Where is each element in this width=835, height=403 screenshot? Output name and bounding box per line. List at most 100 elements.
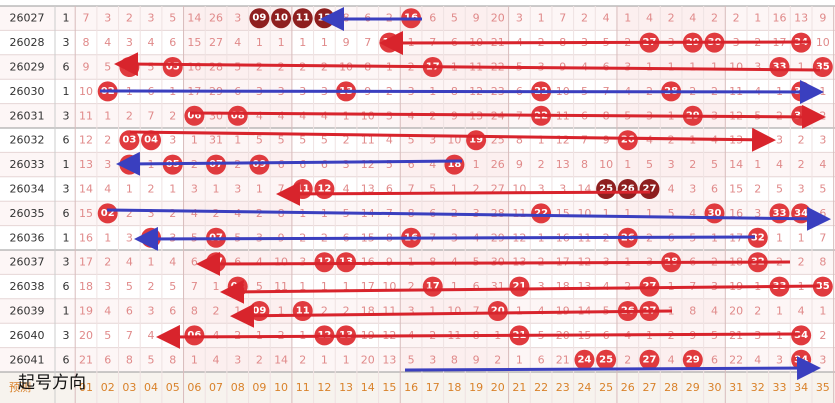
- miss-count: 6: [126, 305, 133, 318]
- col-band: [421, 152, 444, 177]
- miss-count: 3: [819, 134, 826, 147]
- direction-arrows: [99, 7, 831, 381]
- miss-count: 8: [191, 305, 198, 318]
- ball-number: 09: [252, 13, 266, 24]
- col-band: [660, 347, 682, 372]
- miss-count: 2: [104, 256, 111, 269]
- ball: [682, 349, 703, 370]
- col-band: [660, 6, 682, 31]
- col-band: [183, 30, 206, 55]
- row-value: 3: [63, 256, 70, 269]
- miss-count: 1: [104, 231, 111, 244]
- miss-count: 2: [819, 109, 826, 122]
- footer-number: 32: [751, 381, 765, 394]
- row-value: 6: [63, 134, 70, 147]
- col-band: [400, 274, 422, 299]
- miss-count: 7: [364, 36, 371, 49]
- miss-count: 10: [79, 85, 93, 98]
- col-band: [421, 298, 444, 324]
- miss-count: 2: [213, 207, 220, 220]
- miss-count: 3: [126, 231, 133, 244]
- footer-label: 预测: [9, 381, 31, 394]
- col-band: [681, 176, 704, 202]
- miss-count: 3: [819, 353, 826, 366]
- miss-count: 8: [126, 353, 133, 366]
- miss-count: 4: [126, 256, 133, 269]
- miss-count: 5: [386, 158, 393, 171]
- miss-count: 1: [256, 183, 263, 196]
- miss-count: 1: [624, 158, 631, 171]
- ball-number: 08: [231, 110, 245, 121]
- miss-count: 1: [451, 280, 458, 293]
- col-band: [226, 347, 249, 372]
- ball: [249, 154, 270, 175]
- footer-number: 35: [816, 381, 830, 394]
- col-band: [616, 347, 639, 372]
- col-band: [400, 298, 422, 324]
- miss-count: 1: [169, 183, 176, 196]
- miss-count: 1: [321, 353, 328, 366]
- miss-count: 11: [79, 109, 93, 122]
- miss-count: 1: [104, 109, 111, 122]
- miss-count: 4: [538, 305, 545, 318]
- footer-number: 18: [447, 381, 461, 394]
- col-band: [270, 30, 292, 55]
- miss-count: 4: [754, 353, 761, 366]
- miss-count: 30: [209, 109, 223, 122]
- miss-count: 1: [321, 36, 328, 49]
- miss-count: 6: [169, 305, 176, 318]
- col-band: [465, 347, 487, 372]
- miss-count: 4: [668, 183, 675, 196]
- miss-count: 3: [148, 12, 155, 25]
- miss-count: 5: [299, 134, 306, 147]
- miss-count: 7: [126, 329, 133, 342]
- miss-count: 6: [429, 12, 436, 25]
- miss-count: 8: [169, 353, 176, 366]
- footer-number: 28: [664, 381, 678, 394]
- ball-number: 11: [296, 306, 310, 317]
- ball: [747, 227, 768, 248]
- footer-number: 12: [317, 381, 331, 394]
- col-band: [616, 152, 639, 177]
- miss-count: 28: [209, 61, 223, 74]
- miss-count: 4: [711, 305, 718, 318]
- col-band: [205, 30, 227, 55]
- footer-number: 24: [577, 381, 591, 394]
- miss-count: 27: [209, 36, 223, 49]
- miss-count: 12: [556, 134, 570, 147]
- miss-count: 5: [169, 12, 176, 25]
- miss-count: 1: [126, 183, 133, 196]
- col-band: [270, 54, 292, 80]
- col-band: [226, 201, 249, 226]
- miss-count: 3: [104, 158, 111, 171]
- arrow: [379, 30, 811, 55]
- miss-count: 2: [798, 134, 805, 147]
- miss-count: 1: [538, 134, 545, 147]
- arrow: [196, 251, 791, 276]
- miss-count: 5: [148, 61, 155, 74]
- miss-count: 2: [126, 109, 133, 122]
- ball: [812, 276, 833, 297]
- miss-count: 6: [711, 183, 718, 196]
- arrow: [220, 279, 821, 304]
- miss-count: 10: [599, 158, 613, 171]
- ball: [249, 8, 270, 29]
- miss-count: 4: [148, 36, 155, 49]
- miss-count: 16: [187, 61, 201, 74]
- miss-count: 5: [234, 61, 241, 74]
- miss-count: 8: [689, 305, 696, 318]
- row-bg: [0, 176, 835, 202]
- ball: [487, 301, 508, 321]
- miss-count: 14: [187, 12, 201, 25]
- miss-count: 4: [689, 12, 696, 25]
- miss-count: 4: [299, 109, 306, 122]
- ball: [141, 130, 162, 151]
- col-band: [270, 152, 292, 177]
- ball-number: 26: [621, 184, 635, 195]
- miss-count: 2: [798, 256, 805, 269]
- miss-count: 2: [104, 134, 111, 147]
- miss-count: 31: [491, 280, 505, 293]
- ball-number: 11: [296, 184, 310, 195]
- col-band: [681, 152, 704, 177]
- miss-count: 10: [447, 305, 461, 318]
